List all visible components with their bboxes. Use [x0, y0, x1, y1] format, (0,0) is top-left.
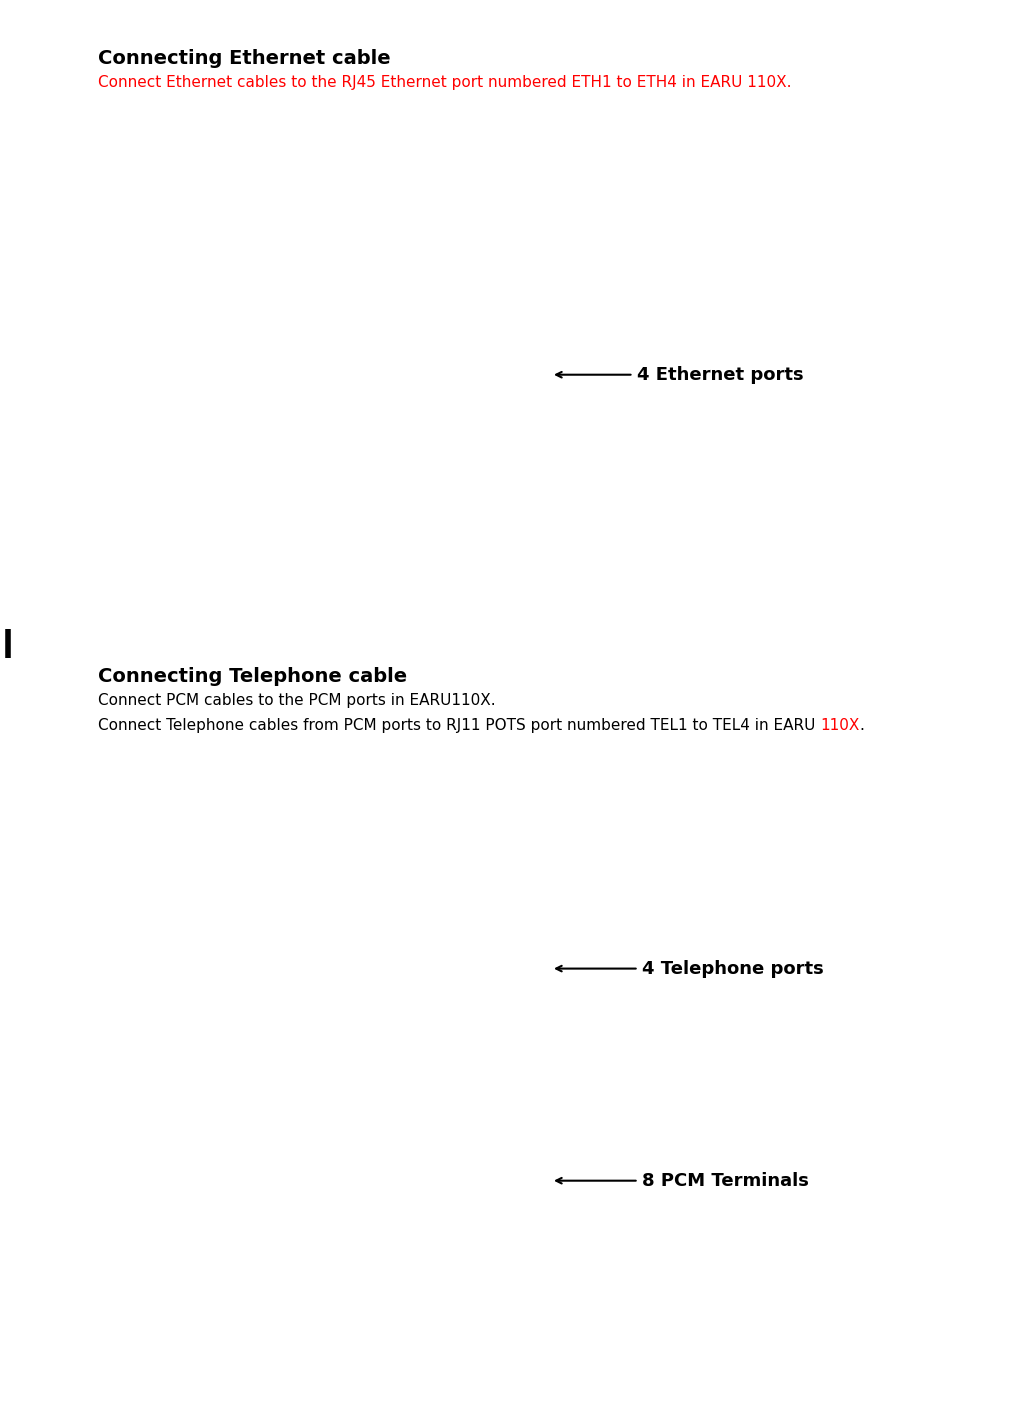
- Text: .: .: [859, 718, 864, 734]
- Text: Connect Ethernet cables to the RJ45 Ethernet port numbered ETH1 to ETH4 in EARU : Connect Ethernet cables to the RJ45 Ethe…: [98, 75, 791, 90]
- Text: 4 Telephone ports: 4 Telephone ports: [642, 960, 823, 977]
- Text: 8 PCM Terminals: 8 PCM Terminals: [642, 1172, 809, 1189]
- Text: Connecting Telephone cable: Connecting Telephone cable: [98, 667, 407, 686]
- Text: 4 Ethernet ports: 4 Ethernet ports: [637, 366, 803, 383]
- Text: Connect PCM cables to the PCM ports in EARU110X.: Connect PCM cables to the PCM ports in E…: [98, 693, 495, 708]
- Text: 110X: 110X: [820, 718, 859, 734]
- Text: Connect Telephone cables from PCM ports to RJ11 POTS port numbered TEL1 to TEL4 : Connect Telephone cables from PCM ports …: [98, 718, 820, 734]
- Text: Connecting Ethernet cable: Connecting Ethernet cable: [98, 49, 390, 68]
